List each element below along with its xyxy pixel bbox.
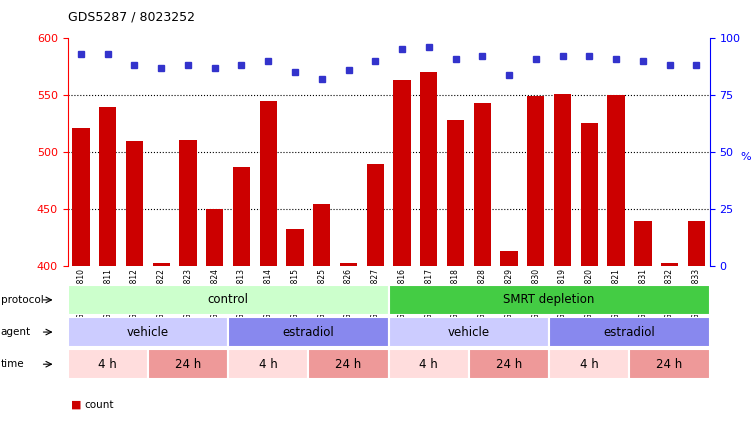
Bar — [549, 317, 710, 347]
Text: ■: ■ — [71, 400, 82, 410]
Bar — [152, 263, 170, 266]
Bar — [608, 95, 625, 266]
Bar — [72, 128, 89, 266]
Bar — [228, 317, 389, 347]
Bar — [581, 123, 598, 266]
Bar — [389, 285, 710, 315]
Bar — [99, 107, 116, 266]
Text: control: control — [207, 294, 249, 306]
Text: agent: agent — [1, 327, 31, 337]
Bar — [206, 209, 224, 266]
Text: time: time — [1, 359, 24, 369]
Bar — [420, 72, 438, 266]
Bar — [474, 103, 491, 266]
Bar — [339, 263, 357, 266]
Bar — [447, 120, 464, 266]
Bar — [394, 80, 411, 266]
Bar — [549, 349, 629, 379]
Text: vehicle: vehicle — [127, 326, 169, 338]
Text: GDS5287 / 8023252: GDS5287 / 8023252 — [68, 11, 195, 24]
Bar — [661, 263, 678, 266]
Bar — [68, 349, 148, 379]
Bar — [68, 285, 389, 315]
Text: vehicle: vehicle — [448, 326, 490, 338]
Text: 4 h: 4 h — [98, 358, 117, 371]
Text: count: count — [84, 400, 113, 410]
Bar — [260, 101, 277, 266]
Bar — [233, 167, 250, 266]
Bar — [179, 140, 197, 266]
Bar — [629, 349, 710, 379]
Text: estradiol: estradiol — [282, 326, 334, 338]
Bar — [500, 250, 517, 266]
Text: 4 h: 4 h — [259, 358, 278, 371]
Bar — [68, 317, 228, 347]
Text: SMRT depletion: SMRT depletion — [503, 294, 595, 306]
Text: 4 h: 4 h — [580, 358, 599, 371]
Bar — [389, 317, 549, 347]
Text: protocol: protocol — [1, 295, 44, 305]
Text: 24 h: 24 h — [496, 358, 522, 371]
Bar — [634, 221, 652, 266]
Text: 24 h: 24 h — [336, 358, 362, 371]
Bar — [228, 349, 309, 379]
Bar — [389, 349, 469, 379]
Bar — [527, 96, 544, 266]
Bar — [148, 349, 228, 379]
Y-axis label: %: % — [740, 152, 751, 162]
Bar — [125, 141, 143, 266]
Text: estradiol: estradiol — [604, 326, 656, 338]
Bar — [286, 229, 303, 266]
Text: 24 h: 24 h — [175, 358, 201, 371]
Bar — [366, 164, 384, 266]
Bar — [313, 203, 330, 266]
Bar — [688, 221, 705, 266]
Text: 24 h: 24 h — [656, 358, 683, 371]
Bar — [553, 94, 572, 266]
Bar — [469, 349, 549, 379]
Bar — [309, 349, 389, 379]
Text: 4 h: 4 h — [419, 358, 438, 371]
